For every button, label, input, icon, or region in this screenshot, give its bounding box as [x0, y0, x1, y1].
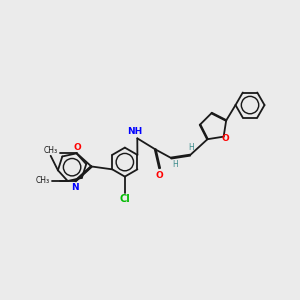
Text: O: O — [222, 134, 230, 143]
Text: CH₃: CH₃ — [35, 176, 50, 185]
Text: O: O — [156, 170, 164, 179]
Text: H: H — [173, 160, 178, 169]
Text: N: N — [71, 183, 78, 192]
Text: Cl: Cl — [119, 194, 130, 204]
Text: CH₃: CH₃ — [44, 146, 58, 154]
Text: NH: NH — [128, 127, 142, 136]
Text: H: H — [189, 143, 194, 152]
Text: O: O — [73, 143, 81, 152]
